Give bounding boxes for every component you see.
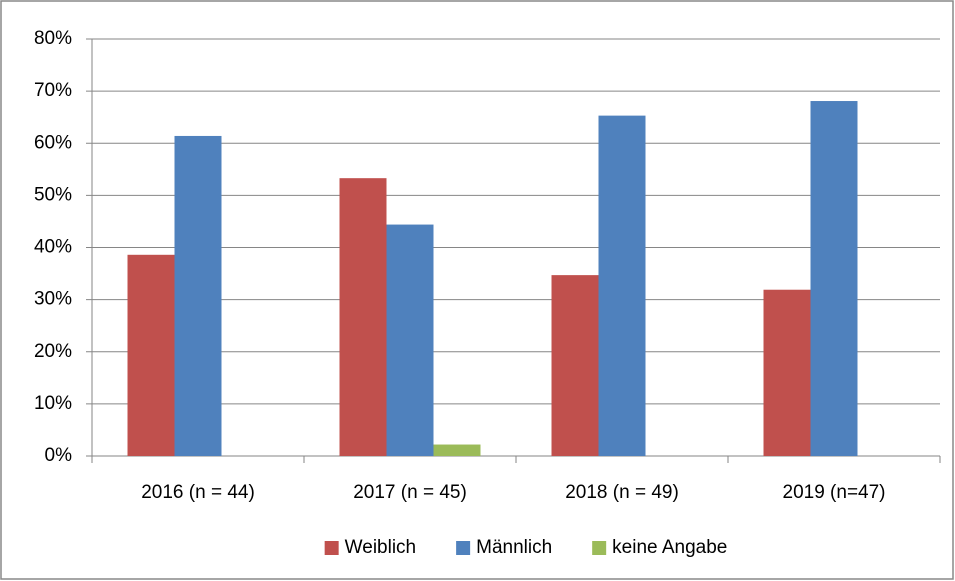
legend-swatch [592,541,607,555]
y-tick-label: 60% [34,132,72,153]
bar [386,224,434,456]
bar [810,101,858,456]
y-tick-label: 40% [34,237,72,258]
bar [174,135,222,456]
x-tick-label: 2017 (n = 45) [353,482,467,503]
legend-label: Männlich [476,537,552,558]
bar [598,115,646,456]
y-tick-label: 20% [34,341,72,362]
bar [551,275,599,456]
y-tick-label: 80% [34,28,72,49]
x-tick-label: 2016 (n = 44) [141,482,255,503]
y-tick-label: 30% [34,289,72,310]
y-tick-label: 10% [34,393,72,414]
bar [433,444,481,456]
y-tick-label: 50% [34,184,72,205]
bar [339,178,387,456]
legend-swatch [324,541,339,555]
y-tick-label: 70% [34,80,72,101]
x-tick-label: 2018 (n = 49) [565,482,679,503]
legend-label: Weiblich [345,537,416,558]
bar [127,254,175,456]
x-tick-label: 2019 (n=47) [783,482,886,503]
bar [763,289,811,456]
y-tick-label: 0% [45,445,73,466]
legend-swatch [456,541,471,555]
legend-label: keine Angabe [612,537,727,558]
